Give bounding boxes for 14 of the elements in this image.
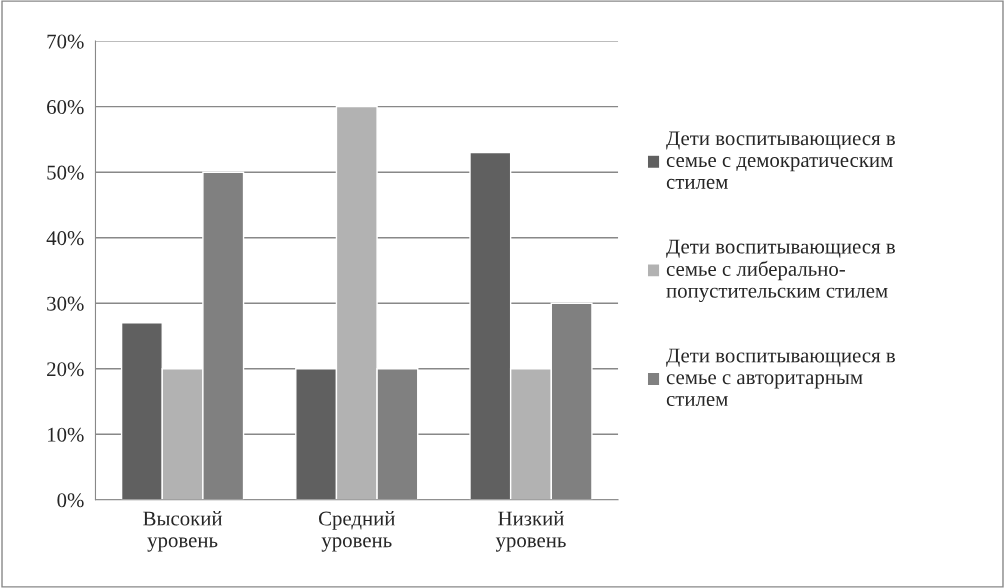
legend-label: Дети воспитывающиеся в семье с авторитарным стилем xyxy=(666,348,895,407)
y-tick-label: 0% xyxy=(57,493,84,508)
y-tick-label: 60% xyxy=(47,100,84,115)
legend-label: Дети воспитывающиеся в семье с либерально- попустительским стилем xyxy=(666,239,895,303)
x-tick-label: Низкий уровень xyxy=(495,511,566,552)
y-tick-label: 10% xyxy=(48,427,84,442)
legend-label: Дети воспитывающиеся в семье с демократическим стилем xyxy=(666,131,895,189)
x-tick-label: Высокий уровень xyxy=(143,511,223,552)
y-tick-label: 70% xyxy=(47,34,84,49)
x-tick-label: Средний уровень xyxy=(318,511,395,552)
y-tick-label: 40% xyxy=(46,231,84,246)
y-tick-label: 50% xyxy=(47,165,84,180)
y-tick-label: 20% xyxy=(47,362,84,377)
y-tick-label: 30% xyxy=(47,296,84,311)
